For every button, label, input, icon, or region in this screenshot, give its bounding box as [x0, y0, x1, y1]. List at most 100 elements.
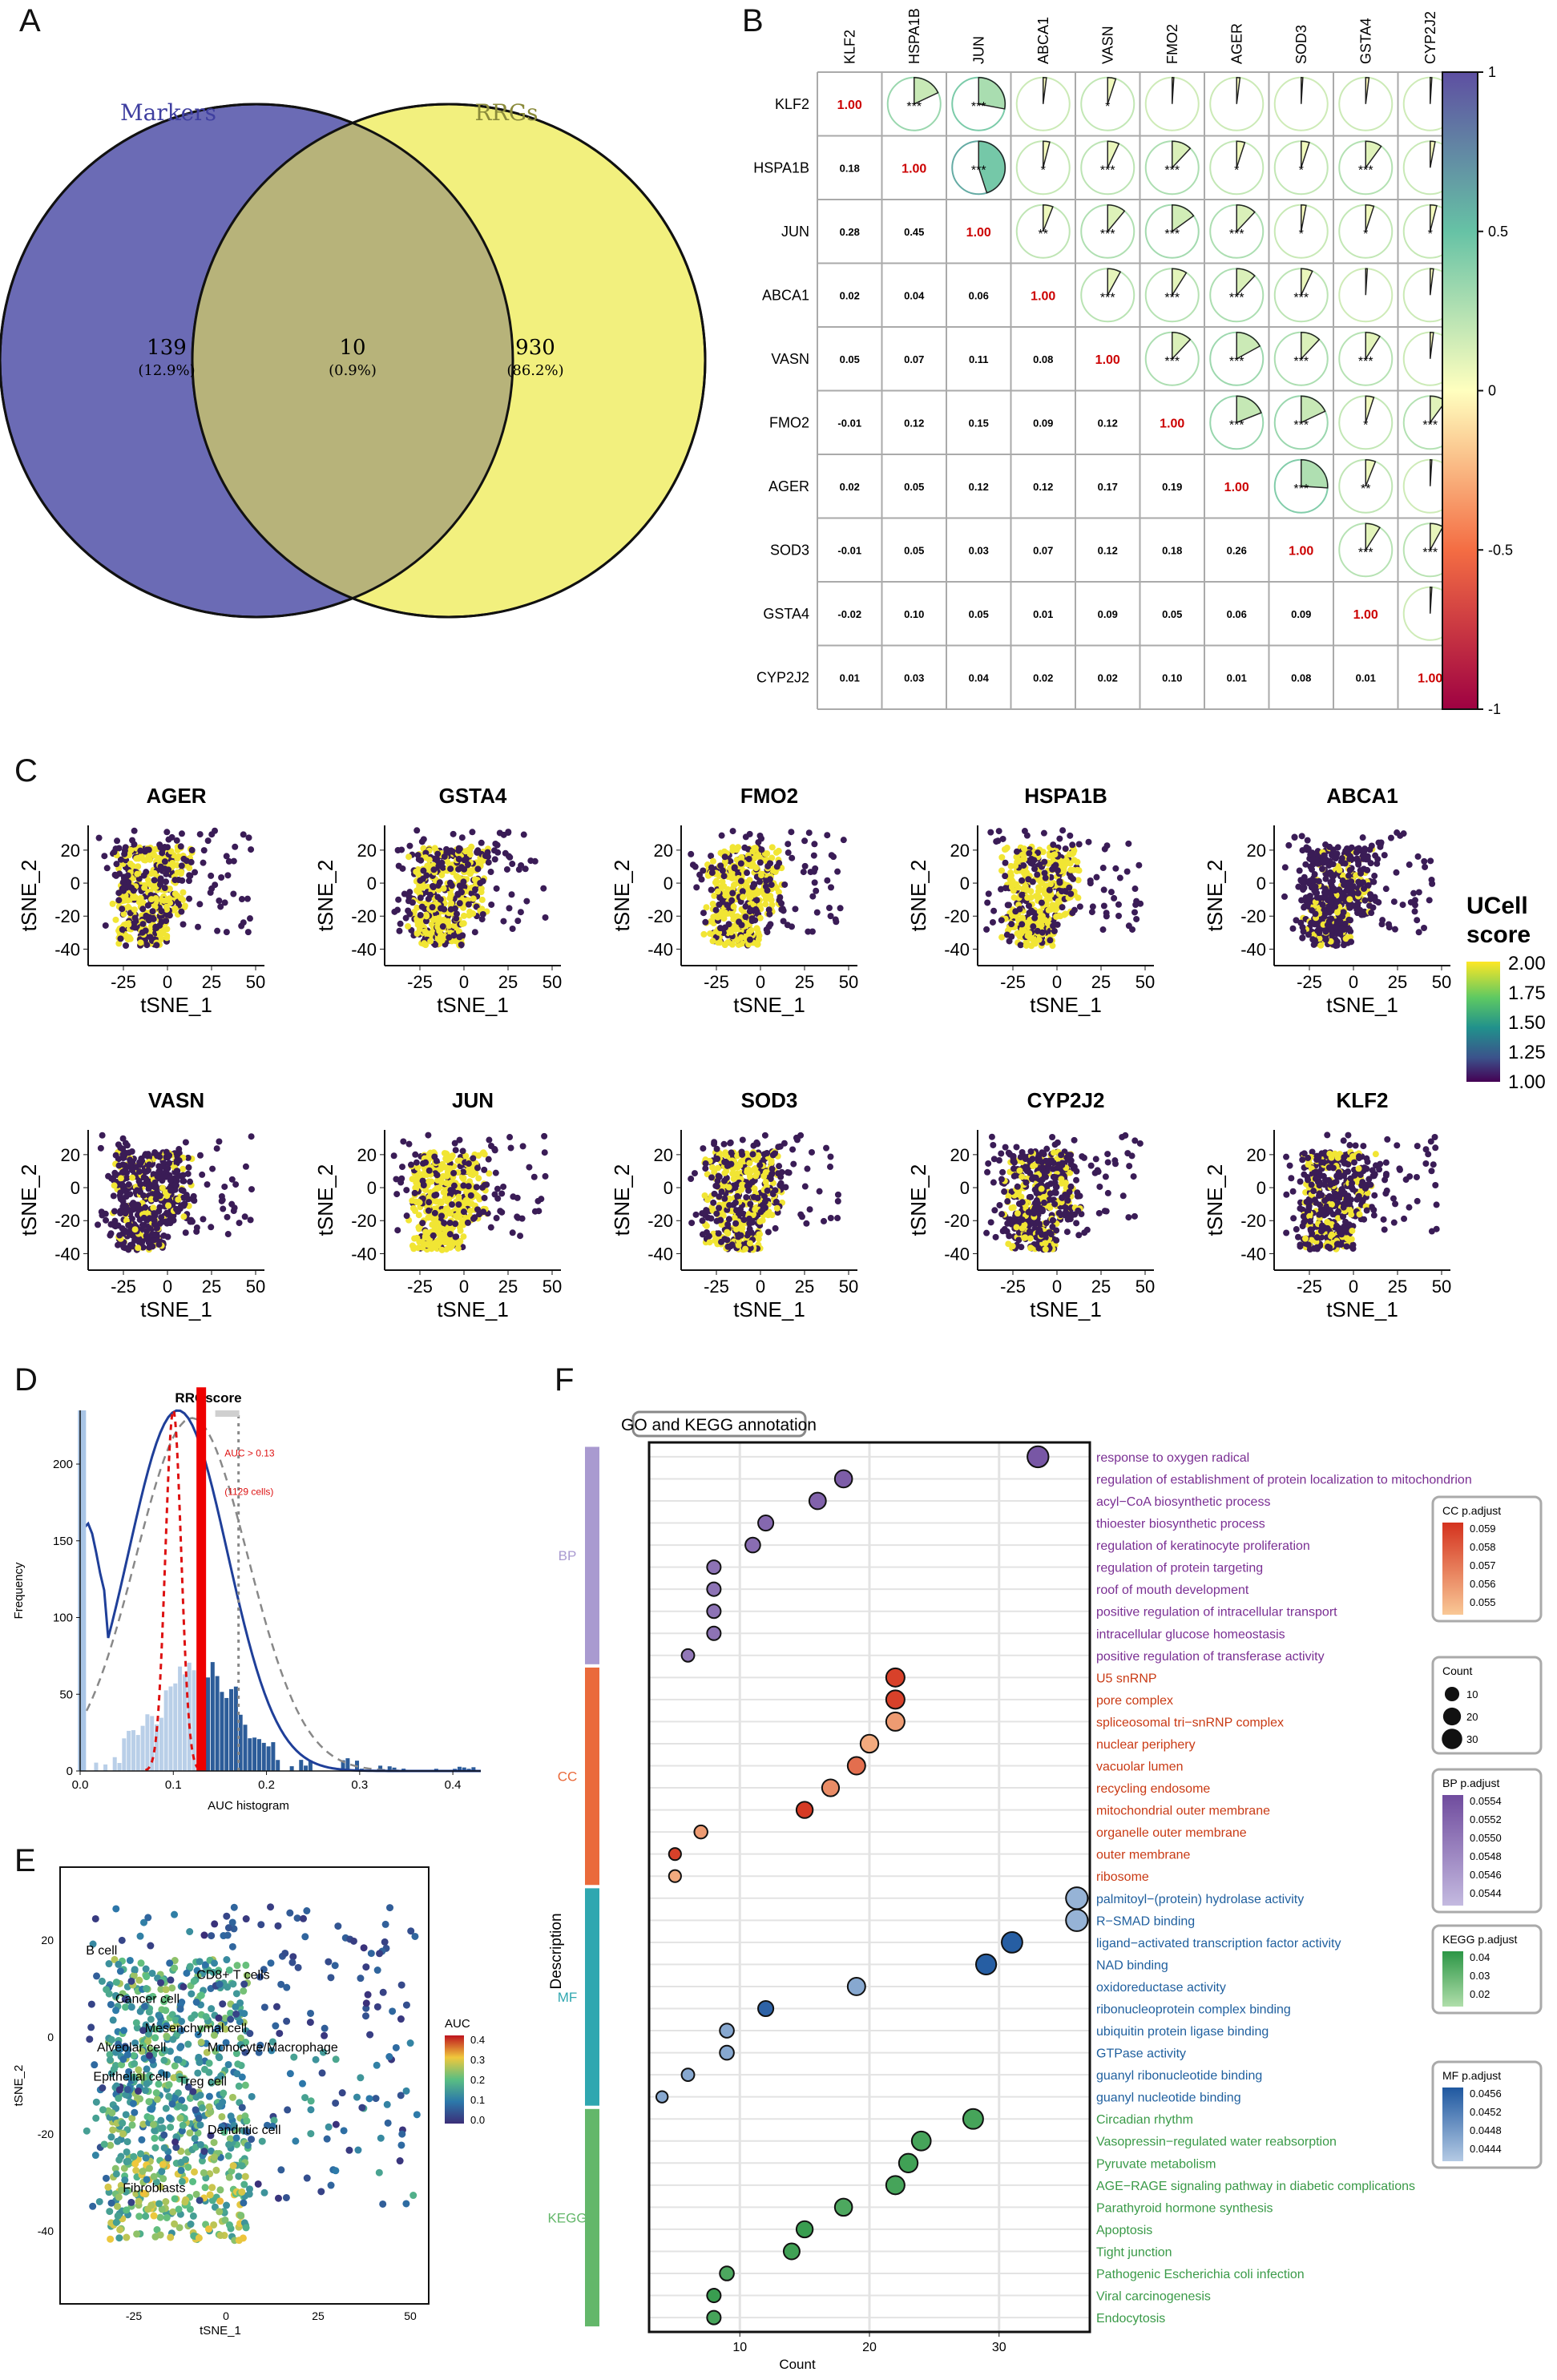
corr-diag-value: 1.00 — [1224, 481, 1249, 494]
umap-cell-point — [186, 895, 193, 902]
corr-col-label: JUN — [970, 36, 986, 64]
umap-cell-point — [156, 1153, 163, 1160]
umap-cell-point — [1059, 862, 1067, 869]
umap-cell-point — [236, 1220, 243, 1227]
umap-cell-point — [813, 887, 820, 894]
umap-cell-point — [776, 860, 783, 867]
umap-cell-point — [137, 894, 144, 902]
umap-xtick-label: 25 — [498, 1277, 518, 1297]
umap-cell-point — [173, 1150, 180, 1157]
umap-cell-point — [784, 1169, 791, 1176]
umap-cell-point — [446, 934, 453, 941]
umap-cell-point — [406, 842, 413, 849]
umap-cell-point — [711, 1139, 718, 1146]
umap-cell-point — [157, 877, 164, 885]
umap-cell-point — [781, 881, 789, 888]
umap-cell-point — [724, 902, 731, 909]
umap-cell-point — [523, 898, 530, 905]
umap-cell-point — [456, 900, 463, 907]
umap-cell-point — [720, 930, 727, 937]
umap-cell-point — [163, 897, 170, 904]
umap-cell-point — [1034, 927, 1041, 934]
umap-cell-point — [454, 1157, 462, 1164]
umap-cell-point — [446, 922, 453, 930]
umap-cell-point — [1045, 906, 1052, 914]
umap-cell-point — [422, 942, 430, 949]
umap-cell-point — [1006, 1232, 1013, 1240]
venn-mid-count: 10 — [339, 336, 365, 360]
umap-cell-point — [147, 896, 155, 903]
umap-cell-point — [1319, 865, 1326, 873]
umap-cell-point — [721, 1177, 728, 1184]
umap-ytick-label: -20 — [647, 906, 673, 926]
umap-cell-point — [135, 1244, 142, 1252]
corr-row-label: ABCA1 — [762, 287, 809, 303]
umap-cell-point — [998, 1211, 1006, 1218]
umap-cell-point — [746, 1160, 753, 1167]
umap-cell-point — [782, 1184, 789, 1191]
corr-col-label: FMO2 — [1164, 24, 1180, 64]
umap-cell-point — [466, 910, 474, 918]
umap-cell-point — [1026, 849, 1033, 857]
umap-cell-point — [1033, 1241, 1040, 1248]
umap-cell-point — [1041, 917, 1048, 924]
umap-cell-point — [444, 1206, 451, 1213]
umap-cell-point — [156, 1204, 163, 1211]
umap-cell-point — [719, 867, 726, 874]
umap-cell-point — [789, 1146, 797, 1153]
umap-ytick-label: -20 — [54, 1211, 80, 1231]
umap-cell-point — [448, 900, 455, 907]
umap-cell-point — [748, 861, 755, 869]
umap-cell-point — [163, 1173, 170, 1180]
umap-cell-point — [475, 1175, 482, 1182]
umap-cell-point — [729, 889, 736, 897]
umap-cell-point — [225, 857, 232, 865]
umap-cell-point — [756, 878, 763, 885]
umap-cell-point — [1085, 838, 1092, 845]
umap-cell-point — [1010, 1165, 1018, 1172]
corr-value: -0.02 — [837, 608, 861, 620]
umap-cell-point — [763, 877, 770, 885]
umap-cell-point — [811, 879, 818, 886]
umap-cell-point — [485, 1156, 492, 1163]
umap-cell-point — [785, 849, 792, 857]
umap-cell-point — [135, 1168, 143, 1176]
umap-cell-point — [139, 899, 147, 906]
umap-cell-point — [465, 901, 472, 908]
umap-cell-point — [135, 854, 142, 861]
umap-cell-point — [461, 912, 468, 919]
umap-cell-point — [405, 907, 412, 914]
corr-pie-slice — [1365, 76, 1370, 104]
umap-cell-point — [1387, 834, 1394, 841]
umap-cell-point — [471, 929, 478, 936]
umap-cell-point — [715, 1172, 722, 1180]
corr-value: 0.12 — [1033, 481, 1053, 493]
corr-sig-stars: *** — [1293, 418, 1309, 432]
corr-pie-slice — [1107, 204, 1126, 233]
umap-cell-point — [114, 837, 121, 845]
umap-cell-point — [479, 910, 486, 918]
umap-cell-point — [420, 867, 427, 874]
umap-cell-point — [402, 914, 409, 922]
umap-cell-point — [125, 921, 132, 928]
umap-cell-point — [163, 1218, 170, 1225]
umap-cell-point — [434, 1172, 441, 1179]
corr-value: 0.12 — [969, 481, 989, 493]
panel-label-f: F — [555, 1362, 575, 1398]
umap-cell-point — [1054, 921, 1061, 928]
corr-sig-stars: *** — [1358, 355, 1373, 369]
umap-cell-point — [693, 884, 700, 891]
umap-cell-point — [713, 1210, 720, 1217]
umap-cell-point — [1040, 829, 1047, 837]
umap-cell-point — [1024, 894, 1031, 902]
umap-cell-point — [422, 1240, 430, 1248]
umap-cell-point — [1027, 1244, 1035, 1252]
umap-cell-point — [134, 870, 141, 877]
umap-cell-point — [1025, 902, 1032, 910]
umap-cell-point — [413, 1234, 421, 1241]
umap-cell-point — [465, 1160, 472, 1168]
umap-cell-point — [1001, 1188, 1008, 1196]
umap-cell-point — [182, 1139, 189, 1146]
corr-sig-stars: *** — [1100, 228, 1115, 241]
umap-cell-point — [1107, 889, 1115, 896]
